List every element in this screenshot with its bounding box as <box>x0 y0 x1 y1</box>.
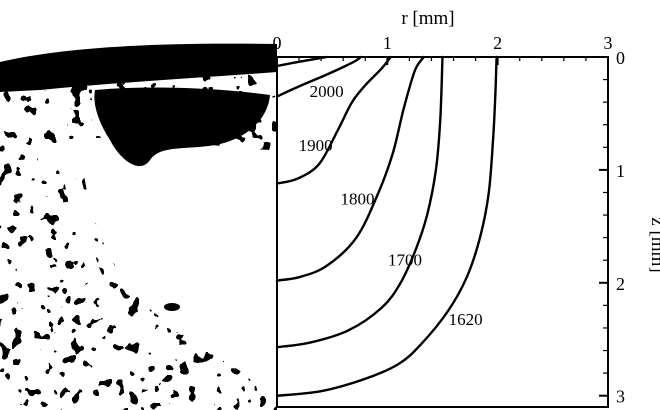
contour-label-1900: 1900 <box>299 136 333 155</box>
micrograph-top-band <box>0 43 277 92</box>
contour-label-1800: 1800 <box>341 189 375 208</box>
contour-lines <box>275 55 498 397</box>
contour-label-2000: 2000 <box>310 82 344 101</box>
contour-label-1700: 1700 <box>388 250 422 269</box>
micrograph-panel <box>0 0 277 410</box>
micrograph-inclusion <box>164 303 180 311</box>
plot-frame <box>276 56 609 408</box>
contour-label-1620: 1620 <box>449 310 483 329</box>
contour-line-1900 <box>275 55 363 98</box>
axis-ticks <box>276 56 609 397</box>
micrograph-dark-blob <box>94 87 270 167</box>
x-tick-label-1: 1 <box>383 33 392 53</box>
contour-line-1800 <box>275 55 392 185</box>
y-tick-label-2: 2 <box>616 274 625 294</box>
x-tick-label-0: 0 <box>273 33 282 53</box>
y-axis-title: z [mm] <box>647 217 660 272</box>
y-tick-label-3: 3 <box>616 387 625 407</box>
x-tick-label-2: 2 <box>493 33 502 53</box>
contour-line-1700 <box>275 55 425 282</box>
micrograph-white-zone <box>80 137 277 398</box>
contour-line-2000 <box>275 55 328 68</box>
y-tick-label-1: 1 <box>616 161 625 181</box>
contour-line-outer-5 <box>275 55 498 397</box>
x-tick-label-3: 3 <box>604 33 613 53</box>
x-axis-title: r [mm] <box>401 8 454 29</box>
y-tick-label-0: 0 <box>616 48 625 68</box>
micrograph-white-stripe <box>48 90 150 345</box>
contour-line-1620 <box>275 55 444 349</box>
contour-labels: 2000 1900 1800 1700 1620 <box>299 82 483 329</box>
